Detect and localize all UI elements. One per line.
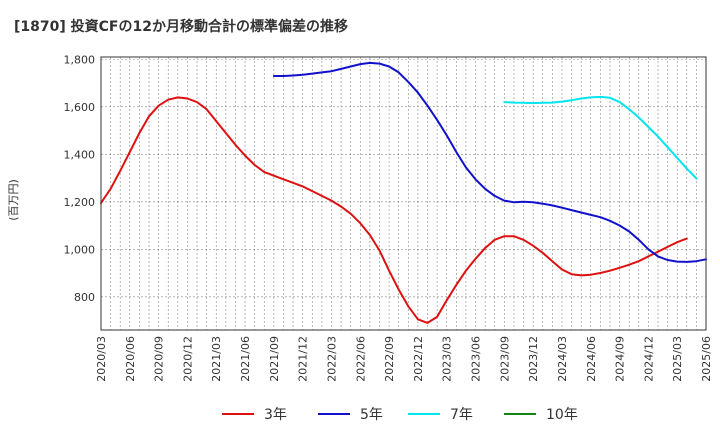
x-tick-label: 2023/09 [498, 336, 511, 382]
legend-label: 7年 [450, 407, 473, 423]
series-line-3年 [100, 96, 688, 324]
y-tick-label: 1,200 [64, 196, 96, 209]
series-line-5年 [272, 61, 707, 263]
y-tick-label: 1,000 [64, 243, 96, 256]
x-tick-label: 2024/06 [585, 336, 598, 382]
legend: 3年 5年 7年 10年 [222, 407, 578, 423]
x-tick-label: 2022/09 [383, 336, 396, 382]
legend-label: 3年 [264, 407, 287, 423]
x-tick-label: 2020/03 [95, 336, 108, 382]
x-tick-label: 2021/09 [268, 336, 281, 382]
y-tick-label: 1,400 [64, 148, 96, 161]
x-tick-label: 2023/06 [470, 336, 483, 382]
series-lines [100, 61, 707, 324]
series-line-7年 [503, 95, 698, 180]
plot-frame [100, 56, 707, 331]
chart-title: [1870] 投資CFの12か月移動合計の標準偏差の推移 [14, 18, 348, 35]
legend-label: 5年 [360, 407, 383, 423]
x-tick-label: 2024/03 [556, 336, 569, 382]
x-tick-label: 2025/06 [700, 336, 713, 382]
y-axis-label: (百万円) [7, 179, 20, 221]
x-tick-label: 2022/12 [412, 336, 425, 382]
legend-label: 10年 [546, 407, 578, 423]
grid [100, 57, 707, 330]
x-tick-label: 2025/03 [671, 336, 684, 382]
x-tick-label: 2020/06 [124, 336, 137, 382]
x-tick-label: 2022/06 [354, 336, 367, 382]
x-tick-label: 2020/12 [181, 336, 194, 382]
x-tick-label: 2022/03 [325, 336, 338, 382]
x-tick-label: 2023/03 [441, 336, 454, 382]
y-tick-labels: 800 1,000 1,200 1,400 1,600 1,800 [64, 53, 96, 303]
x-tick-label: 2021/06 [239, 336, 252, 382]
x-tick-label: 2024/09 [614, 336, 627, 382]
x-tick-label: 2021/12 [297, 336, 310, 382]
y-tick-label: 800 [74, 291, 95, 304]
x-tick-labels: 2020/03 2020/06 2020/09 2020/12 2021/03 2021/… [95, 336, 713, 382]
y-tick-label: 1,600 [64, 101, 96, 114]
y-tick-label: 1,800 [64, 53, 96, 66]
x-tick-label: 2024/12 [642, 336, 655, 382]
x-tick-label: 2023/12 [527, 336, 540, 382]
x-tick-label: 2021/03 [210, 336, 223, 382]
x-tick-label: 2020/09 [153, 336, 166, 382]
